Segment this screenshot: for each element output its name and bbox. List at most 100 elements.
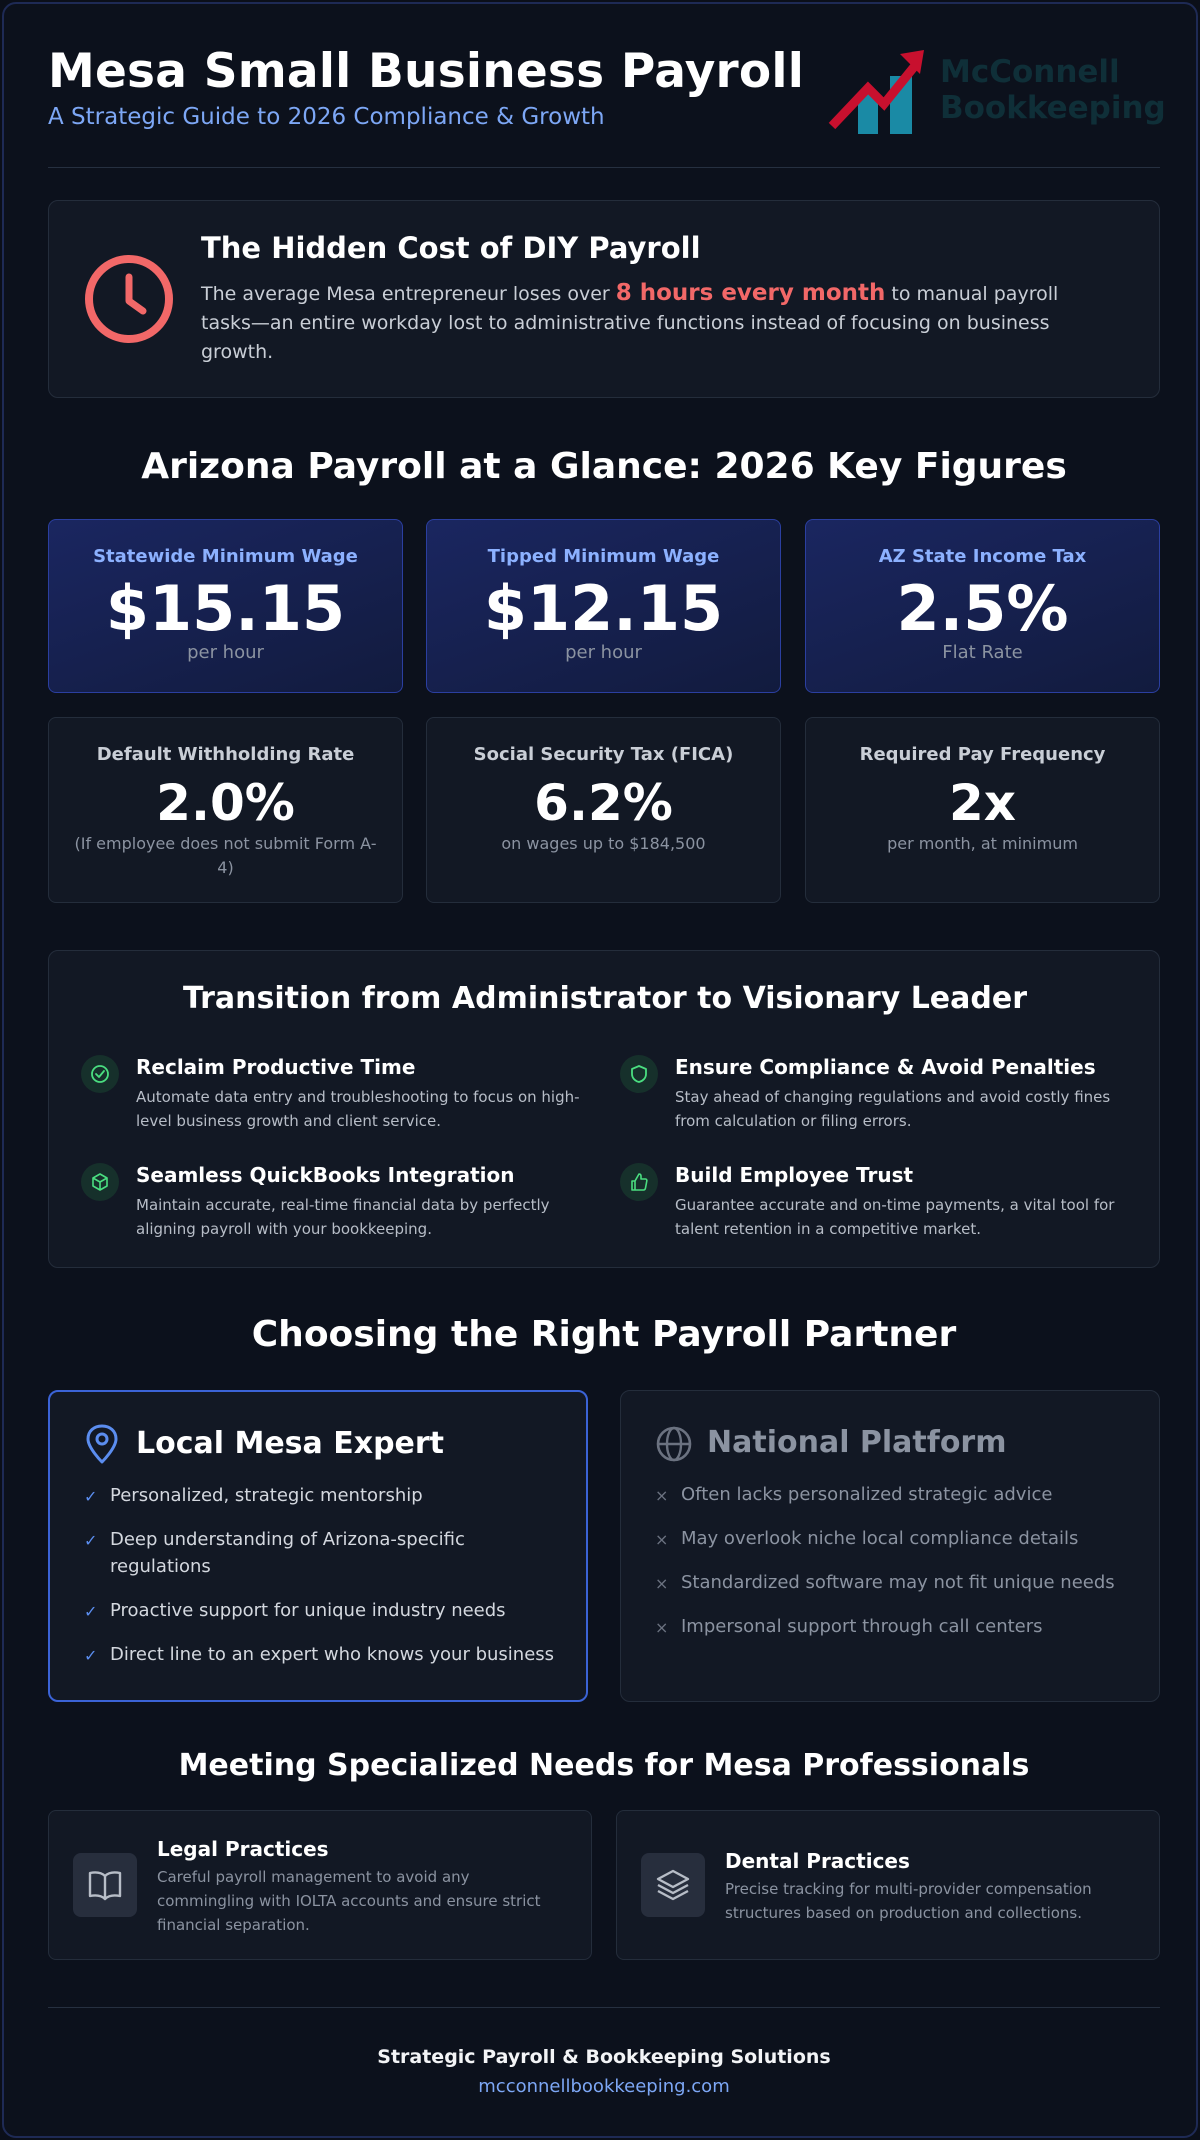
check-icon: ✓: [84, 1487, 98, 1506]
national-platform-title: National Platform: [707, 1425, 1007, 1460]
stat-card-tipped-wage: Tipped Minimum Wage $12.15 per hour: [426, 519, 781, 693]
hidden-cost-highlight: 8 hours every month: [615, 280, 886, 306]
needs-heading: Meeting Specialized Needs for Mesa Profe…: [178, 1748, 1030, 1783]
cube-icon: [81, 1163, 119, 1201]
hidden-cost-text-after: to manual payroll tasks—an entire workda…: [201, 283, 1059, 363]
page-content: Mesa Small Business Payroll A Strategic …: [48, 4, 1166, 2097]
stat-card-min-wage: Statewide Minimum Wage $15.15 per hour: [48, 519, 403, 693]
check-circle-icon: [81, 1055, 119, 1093]
footer-website-link[interactable]: mcconnellbookkeeping.com: [478, 2076, 730, 2097]
footer-company-name: Strategic Payroll & Bookkeeping Solution…: [377, 2046, 831, 2068]
benefit-item: Ensure Compliance & Avoid Penalties Stay…: [620, 1055, 1120, 1135]
footer: Strategic Payroll & Bookkeeping Solution…: [48, 2007, 1160, 2097]
list-item: ✓ Deep understanding of Arizona-specific …: [84, 1526, 564, 1580]
thumbs-up-icon: [620, 1163, 658, 1201]
header: Mesa Small Business Payroll A Strategic …: [48, 4, 1166, 168]
stat-label: AZ State Income Tax: [878, 546, 1087, 567]
x-icon: ×: [655, 1574, 669, 1593]
stat-card-pay-frequency: Required Pay Frequency 2x per month, at …: [805, 717, 1160, 903]
stat-label: Required Pay Frequency: [859, 744, 1106, 765]
stat-label: Tipped Minimum Wage: [487, 546, 720, 567]
stat-value: 2.0%: [156, 774, 295, 832]
local-expert-list: ✓ Personalized, strategic mentorship ✓ Dee…: [84, 1482, 564, 1685]
stat-sub: (If employee does not submit Form A-4): [74, 834, 377, 877]
clock-icon: [85, 255, 173, 343]
list-item: ✓ Direct line to an expert who knows your…: [84, 1641, 564, 1668]
list-item: ✓ Personalized, strategic mentorship: [84, 1482, 564, 1509]
list-item: × Impersonal support through call centers: [655, 1613, 1135, 1640]
map-pin-icon: [86, 1424, 118, 1464]
partner-heading: Choosing the Right Payroll Partner: [251, 1314, 957, 1355]
stat-value: $12.15: [483, 572, 724, 645]
list-item: ✓ Proactive support for unique industry n…: [84, 1597, 564, 1624]
list-item-text: Personalized, strategic mentorship: [110, 1485, 423, 1506]
stat-value: 2.5%: [896, 572, 1069, 645]
benefit-desc: Maintain accurate, real-time financial d…: [136, 1196, 550, 1238]
list-item-text: May overlook niche local compliance deta…: [681, 1528, 1079, 1549]
stat-label: Statewide Minimum Wage: [93, 546, 358, 567]
logo-wordmark: McConnell Bookkeeping: [940, 54, 1166, 126]
need-desc: Precise tracking for multi-provider comp…: [725, 1880, 1092, 1922]
list-item-text: Standardized software may not fit unique…: [681, 1572, 1115, 1593]
transition-card: Transition from Administrator to Visiona…: [48, 950, 1160, 1268]
need-card-dental: Dental Practices Precise tracking for mu…: [616, 1810, 1160, 1960]
check-icon: ✓: [84, 1531, 98, 1550]
hidden-cost-title: The Hidden Cost of DIY Payroll: [201, 231, 701, 265]
benefit-desc: Automate data entry and troubleshooting …: [136, 1088, 580, 1130]
local-expert-title: Local Mesa Expert: [136, 1426, 445, 1461]
list-item: × Standardized software may not fit uniqu…: [655, 1569, 1135, 1596]
benefit-desc: Guarantee accurate and on-time payments,…: [675, 1196, 1115, 1238]
stat-card-withholding: Default Withholding Rate 2.0% (If employ…: [48, 717, 403, 903]
x-icon: ×: [655, 1530, 669, 1549]
hidden-cost-text-before: The average Mesa entrepreneur loses over: [201, 283, 616, 305]
stat-value: 2x: [948, 774, 1017, 832]
list-item: × Often lacks personalized strategic advi…: [655, 1481, 1135, 1508]
transition-heading: Transition from Administrator to Visiona…: [182, 981, 1028, 1016]
layers-icon: [641, 1853, 705, 1917]
stat-value: 6.2%: [534, 774, 673, 832]
globe-icon: [656, 1426, 692, 1462]
benefit-item: Seamless QuickBooks Integration Maintain…: [81, 1163, 581, 1243]
stat-value: $15.15: [105, 572, 346, 645]
list-item-text: Proactive support for unique industry ne…: [110, 1600, 506, 1621]
shield-icon: [620, 1055, 658, 1093]
x-icon: ×: [655, 1486, 669, 1505]
logo-text-line1: McConnell: [940, 54, 1120, 90]
bar-chart-arrow-icon: [828, 50, 924, 134]
hidden-cost-text: The average Mesa entrepreneur loses over…: [201, 279, 1101, 367]
company-logo: McConnell Bookkeeping: [828, 48, 1166, 138]
national-platform-card: National Platform × Often lacks personali…: [620, 1390, 1160, 1702]
stat-sub: Flat Rate: [942, 642, 1023, 663]
local-expert-card: Local Mesa Expert ✓ Personalized, strateg…: [48, 1390, 588, 1702]
key-figures-heading: Arizona Payroll at a Glance: 2026 Key Fi…: [141, 446, 1067, 487]
national-platform-list: × Often lacks personalized strategic advi…: [655, 1481, 1135, 1657]
stat-sub: per hour: [565, 642, 642, 663]
list-item-text: Deep understanding of Arizona-specific r…: [110, 1529, 465, 1577]
need-card-legal: Legal Practices Careful payroll manageme…: [48, 1810, 592, 1960]
list-item-text: Direct line to an expert who knows your …: [110, 1644, 555, 1665]
stat-card-fica: Social Security Tax (FICA) 6.2% on wages…: [426, 717, 781, 903]
check-icon: ✓: [84, 1646, 98, 1665]
benefit-item: Build Employee Trust Guarantee accurate …: [620, 1163, 1120, 1243]
page-subtitle: A Strategic Guide to 2026 Compliance & G…: [48, 104, 605, 130]
benefit-item: Reclaim Productive Time Automate data en…: [81, 1055, 581, 1135]
benefit-desc: Stay ahead of changing regulations and a…: [675, 1088, 1111, 1130]
stat-sub: on wages up to $184,500: [501, 834, 706, 853]
benefit-title: Reclaim Productive Time: [136, 1055, 416, 1079]
benefit-title: Seamless QuickBooks Integration: [136, 1163, 515, 1187]
logo-text-line2: Bookkeeping: [940, 90, 1166, 126]
benefit-title: Ensure Compliance & Avoid Penalties: [675, 1055, 1096, 1079]
need-title: Dental Practices: [725, 1849, 910, 1873]
stat-label: Default Withholding Rate: [96, 744, 355, 765]
stat-label: Social Security Tax (FICA): [473, 744, 734, 765]
stat-sub: per month, at minimum: [887, 834, 1078, 853]
list-item-text: Impersonal support through call centers: [681, 1616, 1043, 1637]
benefit-title: Build Employee Trust: [675, 1163, 914, 1187]
check-icon: ✓: [84, 1602, 98, 1621]
book-open-icon: [73, 1853, 137, 1917]
list-item: × May overlook niche local compliance det…: [655, 1525, 1135, 1552]
page-title: Mesa Small Business Payroll: [48, 44, 805, 99]
x-icon: ×: [655, 1618, 669, 1637]
need-title: Legal Practices: [157, 1837, 329, 1861]
